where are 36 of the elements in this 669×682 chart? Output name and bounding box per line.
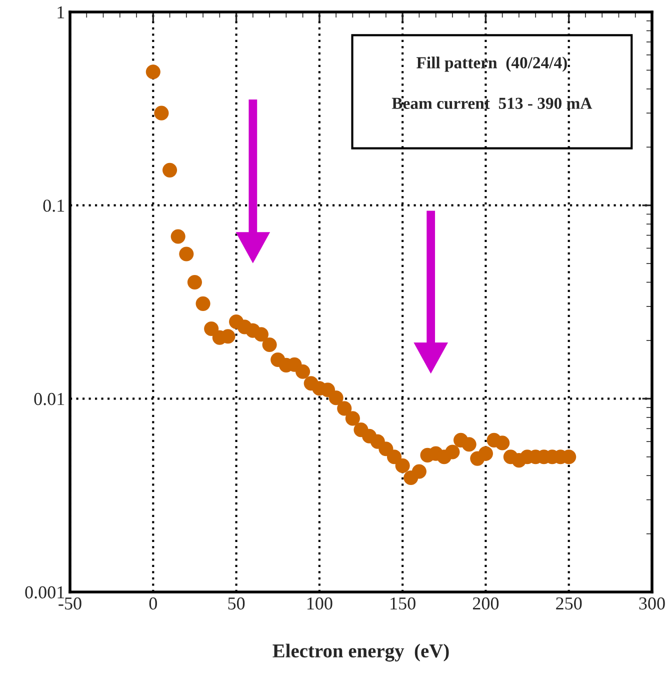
point xyxy=(328,390,344,406)
y-tick-label: 0.001 xyxy=(25,586,64,599)
annotation: Fill pattern (40/24/4) xyxy=(416,56,567,72)
point xyxy=(395,458,410,473)
point xyxy=(412,464,426,479)
point xyxy=(495,436,510,450)
x-tick-label: 0 xyxy=(149,597,157,610)
point xyxy=(337,401,352,416)
y-tick-label: 0.01 xyxy=(34,392,64,406)
point xyxy=(254,327,269,342)
point xyxy=(146,64,160,80)
x-tick-label: -50 xyxy=(58,597,82,610)
point xyxy=(262,337,277,352)
x-tick-label: 150 xyxy=(390,597,416,610)
point xyxy=(204,321,219,336)
x-tick-label: 50 xyxy=(228,597,245,610)
point xyxy=(170,229,186,244)
x-axis-title: Electron energy (eV) xyxy=(272,644,449,662)
point xyxy=(196,296,210,311)
point xyxy=(478,446,493,461)
annotation: Beam current 513 - 390 mA xyxy=(392,98,592,110)
point xyxy=(462,437,476,452)
point xyxy=(187,274,202,290)
point xyxy=(445,444,460,460)
point xyxy=(386,450,402,464)
point xyxy=(345,411,360,426)
point xyxy=(162,162,178,178)
y-tick-label: 0.1 xyxy=(43,200,64,212)
x-tick-label: 200 xyxy=(472,597,499,610)
point xyxy=(296,364,310,379)
y-tick-label: 1 xyxy=(58,6,64,18)
point xyxy=(179,246,194,262)
point xyxy=(154,106,169,120)
x-tick-label: 300 xyxy=(639,597,665,610)
x-tick-label: 100 xyxy=(307,597,332,610)
x-tick-label: 250 xyxy=(556,597,582,610)
